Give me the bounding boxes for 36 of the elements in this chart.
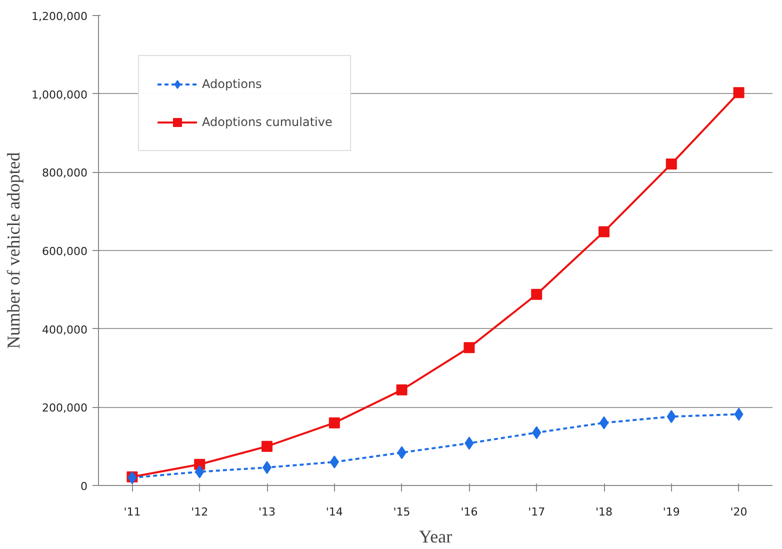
x-tick-label: '17 — [528, 506, 546, 518]
x-tick-label: '13 — [258, 506, 276, 518]
legend-label: Adoptions — [202, 77, 262, 91]
x-tick-label: '18 — [595, 506, 613, 518]
y-tick-label: 600,000 — [42, 245, 88, 258]
x-tick-label: '15 — [393, 506, 410, 518]
point — [531, 288, 542, 300]
point — [396, 384, 408, 396]
point — [734, 408, 744, 421]
point — [262, 440, 272, 452]
x-axis-title: Year — [418, 526, 452, 546]
y-tick-label: 400,000 — [42, 323, 88, 336]
x-tick-label: '11 — [124, 506, 141, 518]
x-tick-label: '12 — [191, 506, 208, 518]
x-tick-label: '14 — [326, 506, 343, 518]
x-tick-label: '16 — [460, 506, 478, 518]
x-tick-label: '20 — [730, 506, 748, 518]
x-tick-label: '19 — [662, 506, 680, 518]
y-tick-label: 1,000,000 — [32, 88, 88, 102]
point — [195, 465, 204, 478]
y-tick-label: 0 — [80, 480, 88, 493]
legend-label: Adoptions cumulative — [202, 115, 332, 129]
point — [464, 436, 474, 450]
point — [666, 410, 676, 424]
y-tick-label: 800,000 — [42, 166, 88, 180]
point — [666, 158, 677, 170]
y-axis-title: Number of vehicle adopted — [4, 152, 24, 349]
point — [330, 456, 339, 468]
point — [733, 87, 744, 98]
point — [397, 446, 406, 460]
point — [464, 342, 475, 354]
y-tick-label: 1,200,000 — [32, 10, 88, 23]
point — [328, 417, 340, 428]
y-tick-label: 200,000 — [42, 402, 88, 415]
point — [532, 426, 542, 440]
point — [598, 226, 610, 238]
